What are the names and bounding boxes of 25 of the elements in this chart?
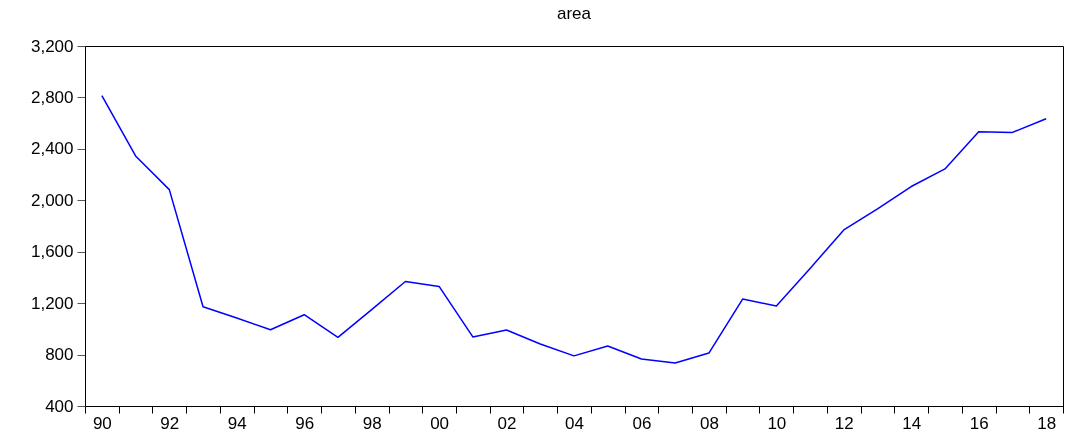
line-series [101, 94, 1047, 364]
chart-title: area [556, 4, 592, 23]
x-tick-label: 18 [1037, 413, 1057, 433]
x-tick-label: 96 [295, 413, 315, 433]
y-tick-label: 2,800 [30, 87, 74, 107]
y-tick-label: 3,200 [30, 36, 74, 56]
x-tick-label: 92 [160, 413, 180, 433]
x-tick-label: 12 [834, 413, 854, 433]
x-tick-label: 10 [767, 413, 787, 433]
x-tick-label: 08 [699, 413, 719, 433]
y-tick-label: 2,000 [30, 190, 74, 210]
x-tick-label: 06 [632, 413, 652, 433]
x-tick-label: 00 [430, 413, 450, 433]
x-tick-label: 16 [969, 413, 989, 433]
x-tick-label: 14 [902, 413, 922, 433]
x-tick-label: 02 [497, 413, 517, 433]
y-tick-label: 400 [45, 396, 74, 416]
x-tick-label: 90 [92, 413, 112, 433]
y-tick-label: 1,200 [30, 293, 74, 313]
y-tick-label: 2,400 [30, 139, 74, 159]
x-tick-label: 98 [362, 413, 382, 433]
x-tick-label: 04 [565, 413, 584, 433]
x-tick-label: 94 [227, 413, 247, 433]
y-tick-label: 1,600 [30, 242, 74, 262]
y-tick-label: 800 [45, 345, 74, 365]
